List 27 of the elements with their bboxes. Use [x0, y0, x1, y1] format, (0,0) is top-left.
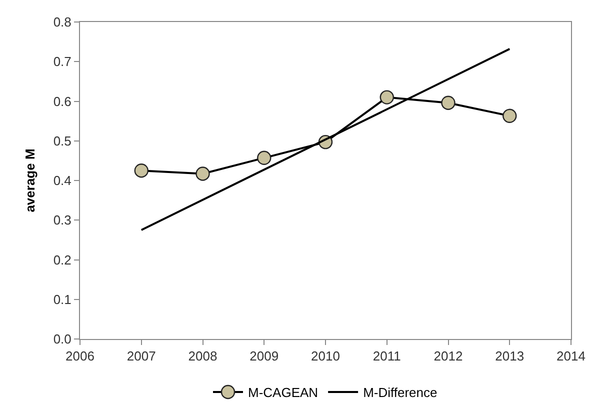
x-tick-label: 2007: [126, 348, 156, 364]
x-tick-label: 2008: [188, 348, 218, 364]
x-tick-label: 2009: [250, 348, 279, 364]
y-tick-label: 0.4: [53, 173, 72, 188]
point: [502, 108, 517, 124]
x-tick-label: 2006: [66, 348, 94, 364]
y-tick-label: 0.2: [53, 252, 72, 268]
point: [257, 150, 272, 166]
y-tick-label: 0.3: [53, 212, 72, 228]
legend-label: M-CAGEAN: [248, 385, 318, 400]
x-tick-label: 2010: [311, 348, 340, 364]
y-axis-title: average M: [22, 148, 38, 212]
x-tick-label: 2014: [556, 348, 586, 364]
y-tick-label: 0.5: [53, 133, 72, 148]
y-tick-label: 0.6: [53, 94, 72, 109]
point: [134, 163, 148, 178]
x-tick-label: 2011: [372, 348, 401, 364]
y-tick-label: 0.0: [53, 332, 72, 347]
y-tick-label: 0.8: [53, 14, 72, 30]
point: [441, 96, 456, 110]
point: [196, 166, 210, 181]
legend-label: M-Difference: [363, 385, 438, 400]
point: [380, 90, 394, 104]
x-tick-label: 2012: [434, 348, 463, 364]
x-tick-label: 2013: [495, 348, 524, 364]
y-tick-label: 0.7: [53, 54, 72, 70]
y-tick-label: 0.1: [53, 292, 72, 307]
